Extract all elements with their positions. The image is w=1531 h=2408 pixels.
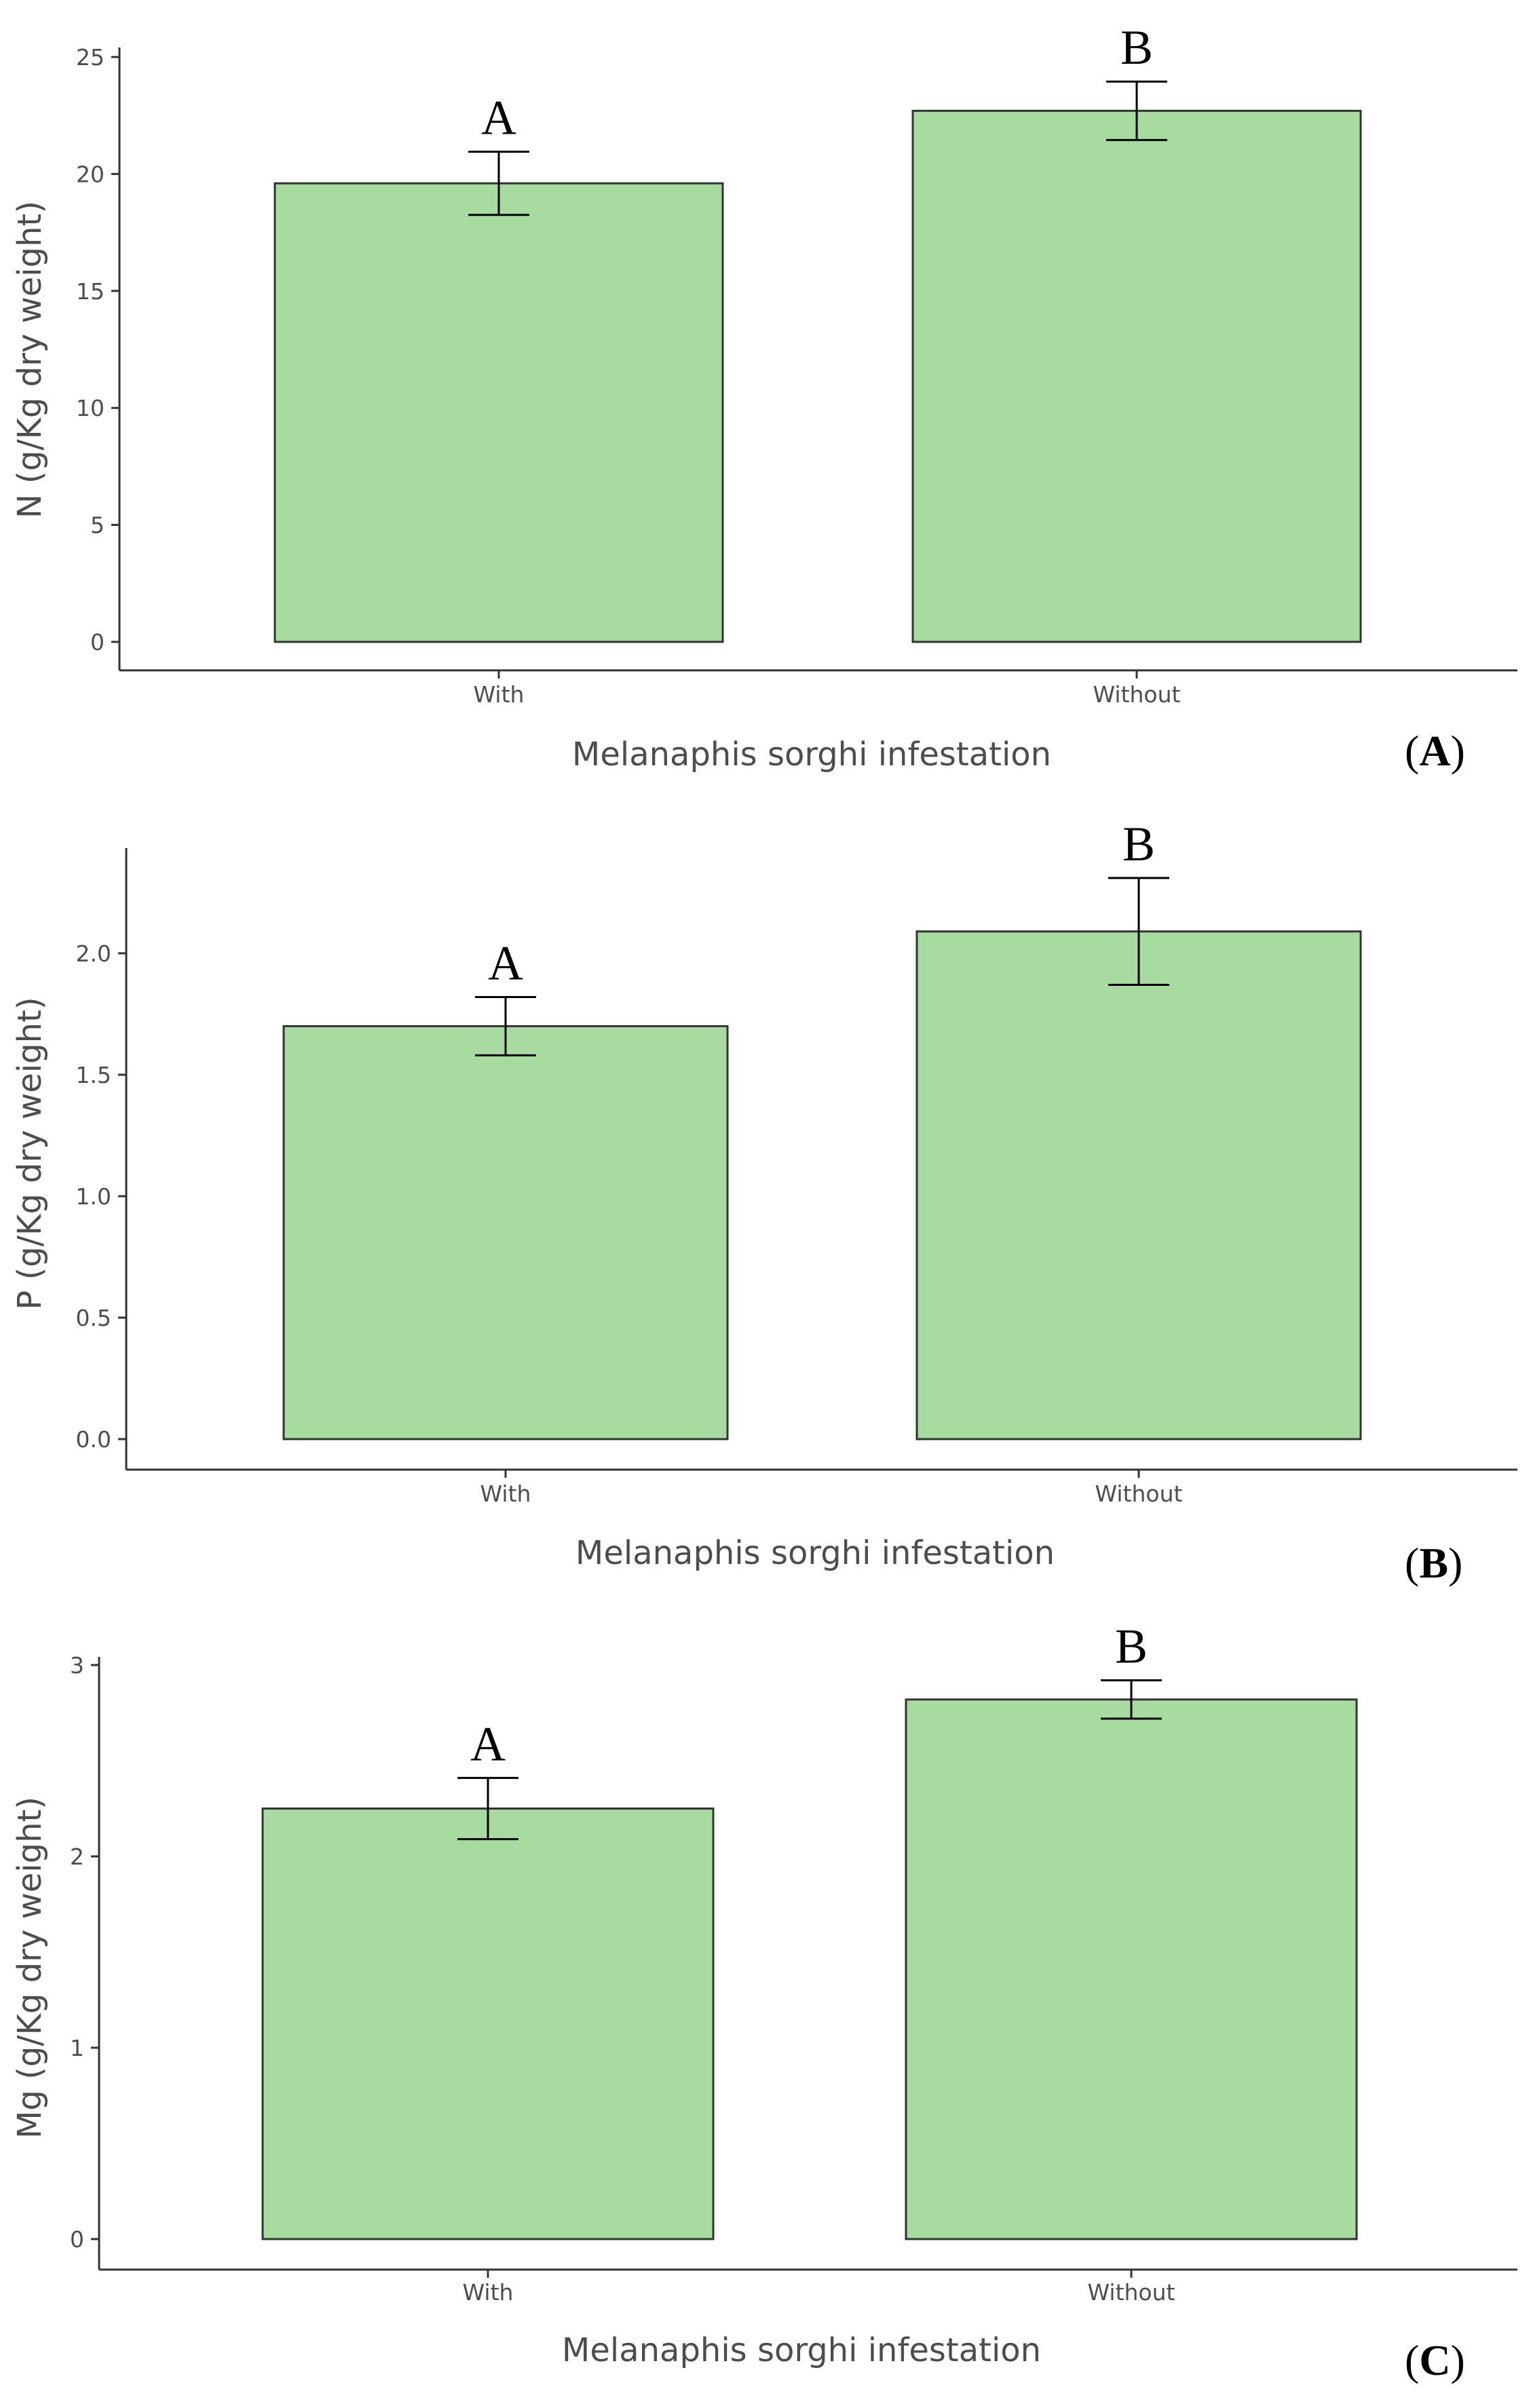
y-tick-label: 25	[76, 44, 105, 71]
y-tick-label: 20	[76, 161, 105, 187]
x-axis-title: Melanaphis sorghi infestation	[562, 2331, 1041, 2369]
y-tick-label: 5	[90, 512, 105, 539]
y-tick-label: 2	[70, 1843, 84, 1870]
significance-letter-with: A	[488, 936, 523, 990]
x-tick-label-with: With	[463, 2279, 514, 2306]
chart-panel-b: A B 0.0 0.5 1.0 1.5 2.0 With Without Melanaphis s…	[11, 817, 1517, 1587]
y-tick-label: 10	[76, 395, 105, 421]
error-bar-with	[457, 1776, 518, 1841]
panel-label-letter: C	[1419, 2336, 1450, 2384]
panel-label: (A)	[1405, 727, 1465, 775]
y-tick-label: 1.5	[76, 1062, 111, 1088]
error-bar-without	[1108, 877, 1169, 987]
y-tick-label: 3	[70, 1652, 84, 1679]
significance-letter-without: B	[1115, 1620, 1148, 1674]
x-tick-label-without: Without	[1093, 681, 1181, 708]
panel-label-close-paren: )	[1451, 2336, 1465, 2384]
x-axis-title: Melanaphis sorghi infestation	[575, 1534, 1055, 1572]
y-tick-label: 1.0	[76, 1183, 111, 1210]
y-tick-label: 2.0	[76, 940, 111, 967]
y-axis-title: N (g/Kg dry weight)	[11, 201, 49, 518]
error-bar-with	[475, 995, 536, 1056]
x-tick-label-with: With	[480, 1480, 531, 1507]
panel-label-letter: A	[1419, 727, 1450, 775]
panel-label-open-paren: (	[1405, 2336, 1419, 2384]
bar-without	[911, 109, 1362, 643]
chart-panel-c: A B 0 1 2 3 With Without Melanaphis sorghi infes…	[11, 1620, 1517, 2384]
y-tick-label: 15	[76, 278, 105, 305]
y-tick-label: 0.0	[76, 1426, 111, 1453]
y-tick-label: 1	[70, 2035, 84, 2061]
y-axis-title: Mg (g/Kg dry weight)	[11, 1797, 49, 2139]
significance-letter-without: B	[1122, 817, 1155, 871]
y-tick-label: 0	[70, 2226, 84, 2253]
x-axis-title: Melanaphis sorghi infestation	[572, 735, 1051, 773]
error-bar-without	[1101, 1679, 1162, 1720]
significance-letter-without: B	[1120, 20, 1153, 75]
chart-panel-a: A B 0 5 10 15 20 25 With Without Melanaphis sorghi…	[11, 20, 1517, 775]
y-axis-title: P (g/Kg dry weight)	[11, 997, 49, 1310]
panel-label: (C)	[1405, 2336, 1465, 2384]
panel-label-close-paren: )	[1448, 1539, 1462, 1587]
significance-letter-with: A	[481, 91, 516, 145]
panel-label: (B)	[1405, 1539, 1462, 1587]
bar-with	[282, 1025, 729, 1440]
panel-label-open-paren: (	[1405, 1539, 1419, 1587]
bar-with	[261, 1808, 715, 2240]
bar-without	[915, 930, 1362, 1440]
bar-without	[905, 1698, 1358, 2240]
x-tick-label-without: Without	[1088, 2279, 1175, 2306]
x-tick-label-with: With	[474, 681, 525, 708]
significance-letter-with: A	[470, 1717, 506, 1771]
error-bar-with	[468, 151, 529, 216]
bar-with	[273, 182, 724, 643]
y-tick-label: 0	[90, 629, 105, 655]
error-bar-without	[1106, 80, 1167, 141]
panel-label-open-paren: (	[1405, 727, 1419, 775]
panel-label-close-paren: )	[1451, 727, 1465, 775]
y-tick-label: 0.5	[76, 1305, 111, 1331]
panel-label-letter: B	[1419, 1539, 1448, 1587]
x-tick-label-without: Without	[1095, 1480, 1183, 1507]
